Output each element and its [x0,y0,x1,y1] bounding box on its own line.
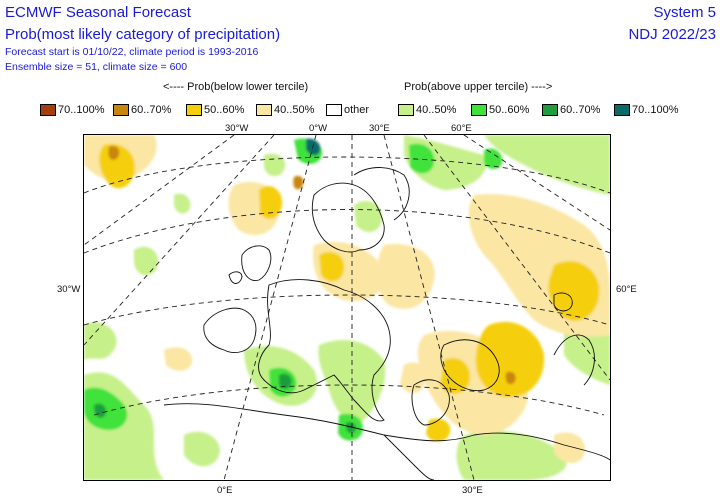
season-label: NDJ 2022/23 [628,26,716,43]
legend-item: 50..60% [471,103,529,117]
lon-label-right-60e: 60°E [616,284,637,295]
legend-label: 60..70% [131,104,172,116]
map-panel: 30°W [83,134,611,481]
lon-label-left-30w: 30°W [57,284,81,295]
legend-swatch [40,104,56,116]
legend-label: 40..50% [274,104,315,116]
graticule [84,135,610,480]
ensemble-size-text: Ensemble size = 51, climate size = 600 [5,61,188,73]
probability-shading [84,135,610,480]
legend-item: 40..50% [256,103,314,117]
lon-label-bottom-30e: 30°E [462,485,483,496]
lon-label-top-30w: 30°W [225,123,249,134]
legend-below-heading: <---- Prob(below lower tercile) [163,81,309,93]
legend-swatch [186,104,202,116]
legend-label: 50..60% [204,104,245,116]
legend-item: 70..100% [614,103,678,117]
graticule-label-top-30w: 30°W [226,135,249,136]
legend-swatch [614,104,630,116]
legend-item: 60..70% [113,103,171,117]
legend-item: 70..100% [40,103,104,117]
lon-label-bottom-0e: 0°E [217,485,233,496]
legend-swatch [471,104,487,116]
legend-label: 70..100% [58,104,105,116]
legend-label: 40..50% [416,104,457,116]
title: ECMWF Seasonal Forecast [5,4,191,21]
legend-swatch [542,104,558,116]
subtitle: Prob(most likely category of precipitati… [5,26,281,43]
system-label: System 5 [653,4,716,21]
legend-label: 60..70% [560,104,601,116]
legend-label: other [344,104,370,116]
legend-item: 60..70% [542,103,600,117]
lon-label-top-30e: 30°E [369,123,390,134]
legend-swatch [256,104,272,116]
forecast-start-text: Forecast start is 01/10/22, climate peri… [5,46,259,58]
legend-swatch [326,104,342,116]
lon-label-top-60e: 60°E [451,123,472,134]
legend-label: 70..100% [632,104,679,116]
legend-item: other [326,103,369,117]
coastlines [163,167,610,480]
legend-swatch [398,104,414,116]
legend-label: 50..60% [489,104,530,116]
legend-swatch [113,104,129,116]
legend-item: 40..50% [398,103,456,117]
lon-label-top-0: 0°W [309,123,328,134]
probability-map [84,135,610,480]
legend-above-heading: Prob(above upper tercile) ----> [404,81,553,93]
legend-item: 50..60% [186,103,244,117]
